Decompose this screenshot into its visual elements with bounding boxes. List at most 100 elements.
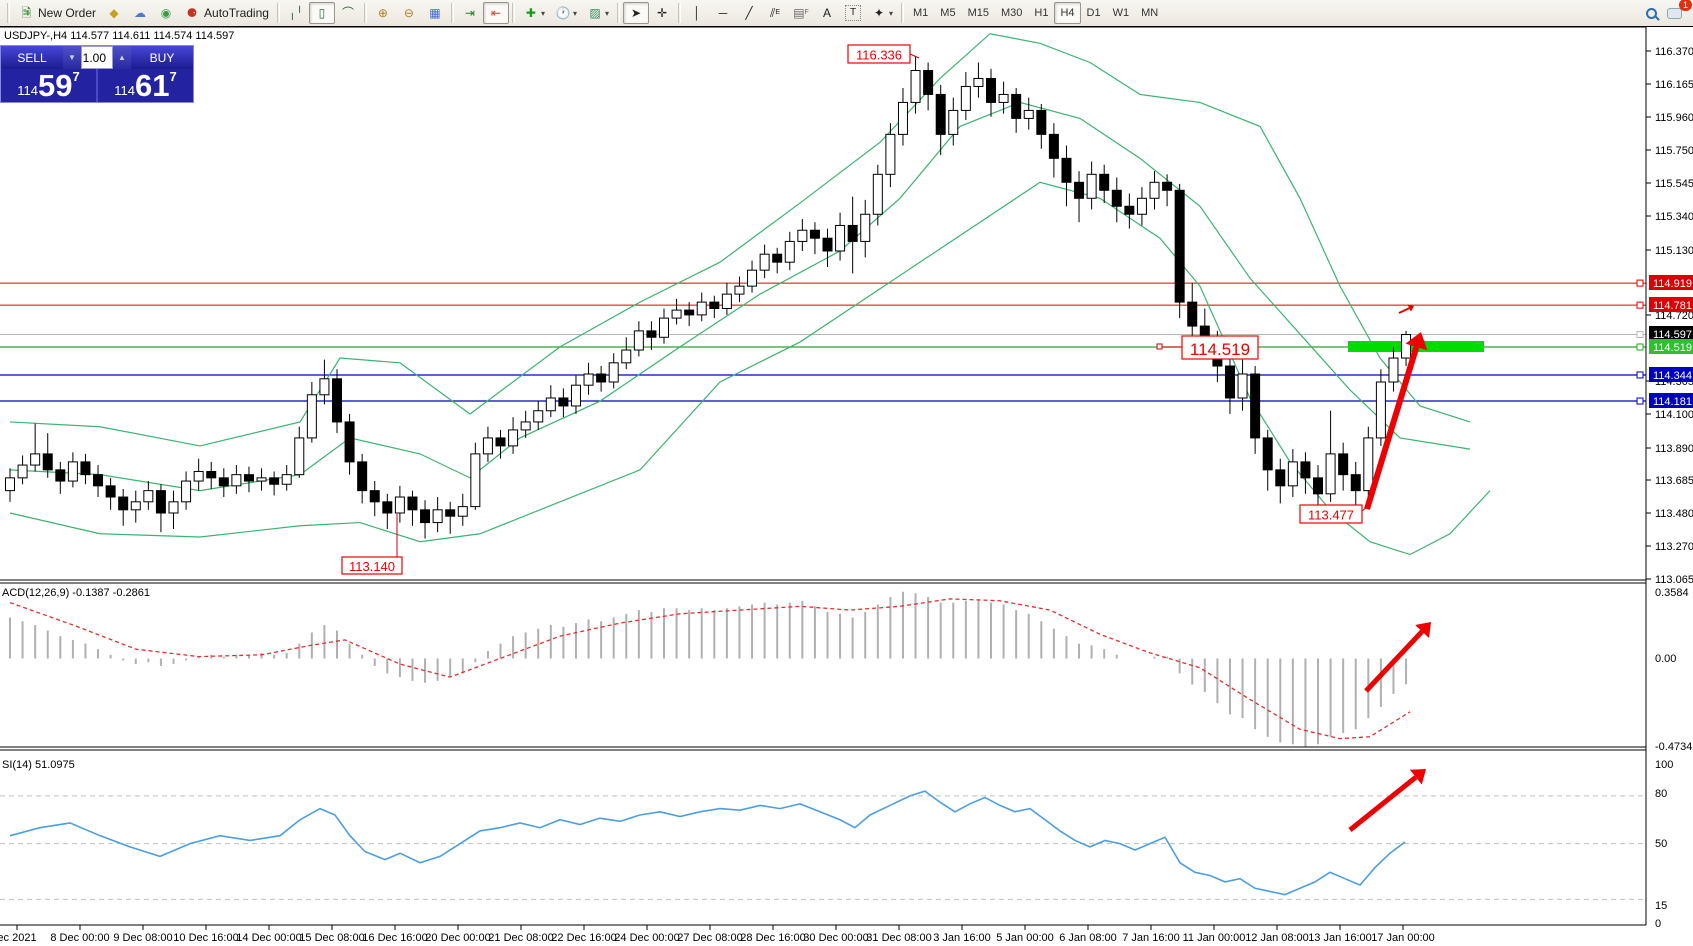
- candle: [696, 301, 707, 316]
- candle: [17, 464, 28, 479]
- macd-label: ACD(12,26,9) -0.1387 -0.2861: [2, 587, 150, 599]
- time-axis[interactable]: ec 2021 8 Dec 00:00 9 Dec 08:00 10 Dec 16:0…: [0, 925, 1435, 944]
- sell-price[interactable]: 114 59 7: [1, 69, 98, 102]
- line-chart-button[interactable]: ⌒: [335, 2, 361, 24]
- price-tick: 114.100: [1655, 409, 1693, 421]
- trend-arrow-macd[interactable]: [1364, 622, 1431, 693]
- zoom-in-button[interactable]: ⊕: [370, 2, 396, 24]
- text-icon: A: [822, 6, 831, 20]
- price-badge: [1649, 367, 1693, 382]
- new-order-button[interactable]: 🗎 + New Order: [13, 2, 101, 24]
- symbol-ohlc-line: USDJPY-,H4 114.577 114.611 114.574 114.5…: [4, 30, 235, 42]
- timeframe-h4-button[interactable]: H4: [1054, 2, 1081, 24]
- chart-shift-icon: ⇤: [490, 6, 501, 20]
- volume-decrease-button[interactable]: ▼: [63, 46, 81, 69]
- trendline-tool-button[interactable]: ╱: [736, 2, 762, 24]
- candle: [835, 224, 846, 252]
- chart-shift-button[interactable]: ⇤: [482, 2, 509, 24]
- time-tick: 13 Jan 16:00: [1308, 932, 1372, 944]
- time-tick: 15 Dec 08:00: [299, 932, 364, 944]
- price-tick: 115.545: [1655, 178, 1693, 190]
- candle: [155, 490, 166, 514]
- candle: [382, 501, 393, 514]
- candle: [294, 437, 305, 476]
- horizontal-line-tool-button[interactable]: ─: [710, 2, 736, 24]
- candle: [332, 378, 343, 423]
- candlestick-chart-button[interactable]: ▯: [308, 2, 335, 24]
- annotations-layer: 116.336 114.519 113.477 113.140: [341, 44, 1431, 832]
- candles-layer: [5, 56, 1412, 539]
- label-116336[interactable]: 116.336: [847, 44, 920, 64]
- vertical-line-tool-button[interactable]: │: [684, 2, 710, 24]
- zoom-out-button[interactable]: ⊖: [396, 2, 422, 24]
- metaeditor-button[interactable]: ◆: [101, 2, 127, 24]
- autotrading-button[interactable]: ⚈ AutoTrading: [179, 2, 274, 24]
- candle: [721, 293, 732, 310]
- timeframe-mn-button[interactable]: MN: [1141, 7, 1159, 19]
- channel-tool-button[interactable]: ⫽ E: [762, 2, 788, 24]
- timeframe-m1-button[interactable]: M1: [913, 7, 929, 19]
- candle: [1313, 477, 1324, 495]
- label-114519[interactable]: 114.519: [1156, 335, 1259, 360]
- search-button[interactable]: [1641, 2, 1662, 24]
- last-price-marker-arrow[interactable]: [1398, 304, 1414, 314]
- volume-increase-button[interactable]: ▲: [113, 46, 131, 69]
- sell-button[interactable]: SELL: [1, 46, 63, 69]
- buy-price[interactable]: 114 61 7: [98, 69, 193, 102]
- time-tick: 28 Dec 16:00: [740, 932, 805, 944]
- candlestick-icon: ▯: [318, 6, 326, 20]
- timeframe-d1-button[interactable]: D1: [1086, 7, 1101, 19]
- crosshair-icon: ✛: [656, 6, 668, 20]
- candle: [747, 269, 758, 287]
- label-tool-button[interactable]: T: [840, 2, 866, 24]
- candle: [973, 77, 984, 87]
- candle: [243, 474, 254, 482]
- signals-button[interactable]: ◉: [153, 2, 179, 24]
- bar-chart-button[interactable]: ╷╵: [283, 2, 309, 24]
- candle: [998, 93, 1009, 103]
- candle: [872, 173, 883, 215]
- buy-price-point: 7: [169, 69, 177, 84]
- time-tick: 12 Jan 08:00: [1245, 932, 1309, 944]
- price-tick: 115.960: [1655, 112, 1693, 124]
- candle: [130, 501, 141, 511]
- buy-button[interactable]: BUY: [131, 46, 193, 69]
- tile-windows-button[interactable]: ▦: [422, 2, 448, 24]
- auto-scroll-button[interactable]: ⇥: [457, 2, 483, 24]
- svg-text:114.519: 114.519: [1653, 342, 1692, 354]
- candle: [1325, 453, 1336, 495]
- chat-button[interactable]: 1: [1662, 0, 1692, 24]
- candle: [583, 373, 594, 386]
- trend-arrow-rsi[interactable]: [1348, 769, 1426, 832]
- market-button[interactable]: ☁: [127, 2, 153, 24]
- cursor-tool-button[interactable]: ➤: [623, 2, 649, 24]
- fibonacci-tool-button[interactable]: ▤ F: [788, 2, 814, 24]
- timeframe-m15-button[interactable]: M15: [967, 7, 989, 19]
- candle: [1099, 173, 1110, 191]
- indicators-icon: ✚: [525, 6, 536, 20]
- periods-button[interactable]: 🕐 ▾: [550, 2, 582, 24]
- svg-text:113.477: 113.477: [1308, 508, 1354, 523]
- trend-arrow-main[interactable]: [1364, 332, 1428, 510]
- timeframe-w1-button[interactable]: W1: [1112, 7, 1130, 19]
- label-113140[interactable]: 113.140: [341, 514, 403, 575]
- timeframe-m5-button[interactable]: M5: [940, 7, 956, 19]
- indicators-button[interactable]: ✚ ▾: [518, 2, 550, 24]
- price-tick: 116.165: [1655, 79, 1693, 91]
- arrows-tool-button[interactable]: ✦ ▾: [866, 2, 898, 24]
- svg-text:114.597: 114.597: [1653, 329, 1692, 341]
- text-tool-button[interactable]: A: [814, 2, 840, 24]
- price-axis[interactable]: 116.370 116.165 115.960 115.750 115.545 115.3…: [1646, 46, 1693, 930]
- templates-button[interactable]: ▨ ▾: [582, 2, 614, 24]
- crosshair-tool-button[interactable]: ✛: [649, 2, 675, 24]
- timeframe-m30-button[interactable]: M30: [1000, 7, 1023, 19]
- search-icon: [1646, 7, 1660, 21]
- volume-input[interactable]: 1.00: [81, 46, 113, 69]
- candle: [30, 453, 41, 466]
- timeframe-h1-button[interactable]: H1: [1034, 7, 1049, 19]
- label-113477[interactable]: 113.477: [1299, 503, 1372, 524]
- candle: [897, 101, 908, 135]
- toolbar-separator: [511, 3, 515, 23]
- toolbar-separator: [7, 3, 10, 23]
